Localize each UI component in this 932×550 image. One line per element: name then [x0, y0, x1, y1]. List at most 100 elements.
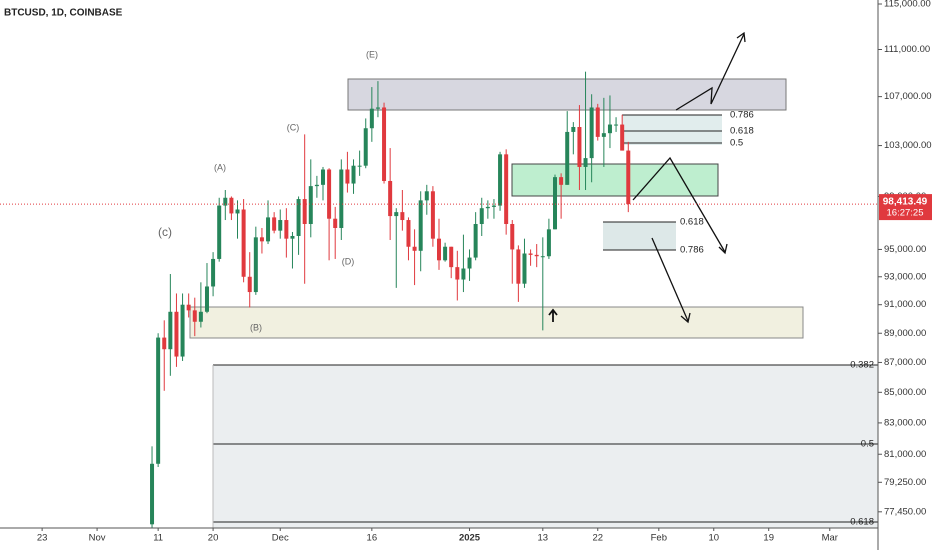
candle-body — [620, 124, 625, 151]
y-tick-label: 91,000.00 — [884, 299, 926, 310]
candle-body — [345, 169, 350, 184]
candle-body — [235, 209, 240, 214]
candle-body — [278, 220, 283, 231]
candle-body — [229, 197, 234, 214]
candle-body — [266, 217, 271, 242]
candle-body — [388, 180, 393, 217]
demand-zone — [189, 306, 804, 339]
x-tick-label: Nov — [89, 533, 106, 544]
candle-body — [437, 238, 441, 261]
x-tick-label: 22 — [592, 533, 603, 544]
x-tick-label: 19 — [763, 533, 774, 544]
arrow — [548, 308, 558, 322]
candle-body — [412, 246, 417, 251]
candle-body — [467, 257, 472, 269]
candle-body — [369, 108, 374, 129]
candle-body — [284, 220, 289, 239]
candle-body — [333, 218, 338, 228]
candle-body — [424, 191, 429, 201]
candle-body — [192, 310, 197, 322]
y-tick-label: 83,000.00 — [884, 417, 926, 428]
x-tick-label: Mar — [822, 533, 838, 544]
candle-body — [223, 197, 228, 206]
candle-body — [455, 267, 460, 280]
candle-body — [375, 107, 380, 109]
candle-body — [314, 184, 319, 187]
candle-body — [302, 199, 307, 225]
candle-body — [339, 169, 344, 228]
fib-label: 0.786 — [680, 245, 704, 256]
candle-body — [204, 286, 209, 312]
y-tick-label: 107,000.00 — [884, 91, 932, 102]
y-tick-label: 79,250.00 — [884, 477, 926, 488]
candle-body — [461, 268, 466, 280]
arrow — [632, 156, 726, 253]
fib-label: 0.618 — [680, 217, 704, 228]
candle-body — [504, 154, 509, 225]
wave-label: (E) — [366, 49, 378, 59]
candle-body — [479, 208, 484, 225]
y-tick-label: 89,000.00 — [884, 328, 926, 339]
candle-body — [272, 217, 277, 231]
y-tick-label: 81,000.00 — [884, 449, 926, 460]
support-zone — [511, 163, 719, 197]
candle-body — [595, 107, 600, 137]
x-tick-label: 2025 — [459, 533, 481, 544]
candle-body — [162, 337, 167, 350]
x-tick-label: 13 — [538, 533, 549, 544]
candle-body — [534, 254, 539, 257]
arrow-head — [680, 312, 691, 324]
arrow-head — [736, 31, 746, 43]
candle-body — [186, 304, 191, 311]
candle-body — [577, 127, 582, 167]
x-tick-label: Dec — [272, 533, 289, 544]
price-axis — [878, 0, 932, 550]
candle-body — [150, 463, 155, 525]
x-tick-label: 10 — [708, 533, 719, 544]
candle-body — [168, 311, 173, 350]
fib-zone — [213, 365, 878, 550]
candle-body — [363, 128, 368, 166]
candle-body — [540, 256, 545, 258]
candle-body — [522, 253, 527, 284]
candle-body — [180, 304, 185, 357]
fib-box — [622, 115, 722, 145]
candle-body — [198, 311, 203, 322]
x-tick-label: Feb — [651, 533, 667, 544]
candle-body — [614, 124, 619, 126]
candle-body — [553, 177, 558, 230]
candle-body — [308, 186, 313, 225]
wave-label: (D) — [342, 256, 355, 266]
candle-body — [510, 224, 515, 250]
y-tick-label: 93,000.00 — [884, 271, 926, 282]
candle-body — [211, 258, 216, 287]
candle-body — [626, 150, 631, 205]
y-tick-label: 85,000.00 — [884, 387, 926, 398]
candle-body — [430, 191, 435, 239]
candle-body — [565, 131, 570, 185]
wave-label: (A) — [214, 162, 226, 172]
candle-body — [601, 133, 606, 137]
arrow — [651, 237, 689, 322]
x-tick-label: 20 — [208, 533, 219, 544]
candle-body — [516, 249, 521, 284]
projection-arrows — [548, 31, 746, 324]
candle-body — [327, 169, 332, 219]
candle-body — [473, 224, 478, 258]
candle-body — [296, 199, 301, 236]
candle-body — [485, 206, 490, 209]
candle-body — [498, 154, 503, 206]
x-tick-label: 16 — [367, 533, 378, 544]
fib-box — [603, 222, 676, 250]
candle-body — [394, 212, 399, 217]
candle-body — [443, 246, 448, 261]
y-tick-label: 115,000.00 — [884, 0, 931, 10]
time-axis — [0, 528, 878, 550]
candle-body — [241, 209, 246, 277]
candles — [150, 71, 631, 528]
wave-label: (c) — [158, 225, 172, 239]
wave-label: (C) — [287, 122, 300, 132]
resistance-zone — [347, 78, 787, 111]
